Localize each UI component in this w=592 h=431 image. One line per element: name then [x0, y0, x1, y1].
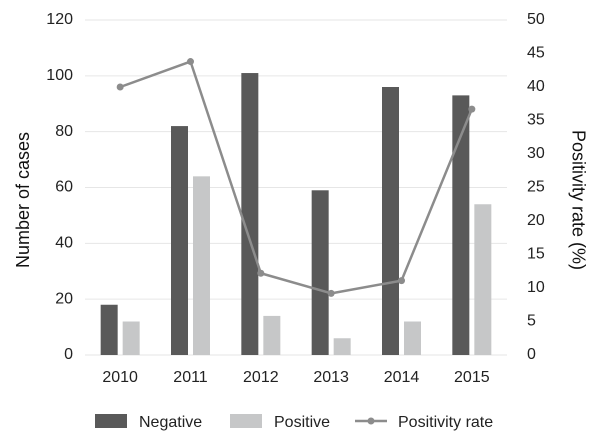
y2-tick-label: 20 — [527, 212, 545, 229]
positivity-rate-line — [116, 58, 476, 297]
positivity-rate-point — [398, 277, 405, 285]
y-tick-label: 100 — [46, 67, 73, 84]
positivity-rate-point — [468, 105, 476, 113]
x-tick-label: 2011 — [173, 369, 208, 386]
y-tick-label: 60 — [55, 179, 73, 196]
legend-marker-positivity-rate — [367, 417, 375, 425]
x-tick-label: 2014 — [384, 369, 420, 386]
bar-positive — [193, 176, 210, 355]
y-tick-label: 80 — [55, 123, 73, 140]
y2-tick-label: 25 — [527, 179, 545, 196]
y2-tick-label: 45 — [527, 45, 545, 62]
legend-label-positive: Positive — [274, 414, 330, 431]
bar-positive — [404, 321, 421, 355]
positivity-rate-point — [257, 269, 265, 277]
y2-tick-label: 40 — [527, 78, 545, 95]
tick-labels: 0 20 40 60 80 100 120 0 5 10 15 20 25 30 35 40 45 50 2010 2… — [46, 11, 545, 386]
x-tick-label: 2015 — [454, 369, 490, 386]
positivity-rate-point — [327, 289, 335, 297]
legend: Negative Positive Positivity rate — [95, 414, 493, 431]
y-tick-label: 40 — [55, 235, 73, 252]
bars — [100, 73, 492, 356]
bar-negative — [100, 304, 118, 355]
positivity-rate-point — [116, 83, 124, 91]
x-tick-label: 2012 — [243, 369, 279, 386]
bar-negative — [171, 126, 188, 355]
y2-tick-label: 5 — [527, 313, 536, 330]
bar-negative — [241, 73, 259, 356]
x-tick-label: 2013 — [313, 369, 349, 386]
y-tick-label: 20 — [55, 290, 73, 307]
y2-tick-label: 15 — [527, 246, 545, 263]
y2-axis-title: Positivity rate (%) — [568, 130, 588, 270]
y-tick-label: 0 — [64, 346, 73, 363]
legend-label-positivity-rate: Positivity rate — [398, 414, 493, 431]
bar-negative — [452, 95, 470, 355]
y2-tick-label: 35 — [527, 112, 545, 129]
gridlines — [85, 19, 507, 356]
y2-tick-label: 30 — [527, 145, 545, 162]
x-tick-label: 2010 — [102, 369, 138, 386]
y2-tick-label: 0 — [527, 346, 536, 363]
bar-negative — [311, 190, 329, 355]
y-tick-label: 120 — [46, 11, 73, 28]
legend-swatch-positive — [230, 414, 262, 428]
legend-swatch-negative — [95, 414, 127, 428]
bar-negative — [382, 87, 399, 355]
y2-tick-label: 10 — [527, 279, 545, 296]
positivity-rate-path — [119, 60, 473, 295]
bar-positive — [122, 321, 140, 355]
bar-positive — [474, 204, 492, 355]
y-axis-title: Number of cases — [13, 132, 33, 268]
bar-positive — [263, 315, 281, 355]
bar-positive — [333, 338, 351, 355]
legend-label-negative: Negative — [139, 414, 202, 431]
y2-tick-label: 50 — [527, 11, 545, 28]
positivity-rate-point — [187, 58, 194, 66]
